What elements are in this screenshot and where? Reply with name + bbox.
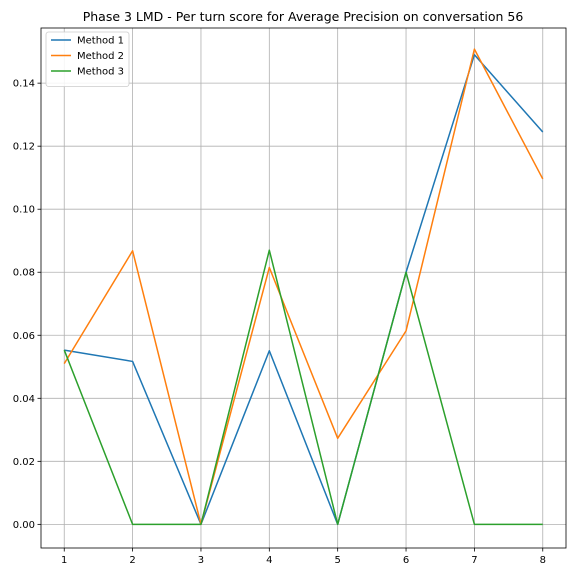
legend-label-1: Method 1 (77, 36, 124, 47)
series-line-3 (63, 249, 543, 526)
x-tick-label: 4 (266, 555, 272, 566)
plot-frame (40, 27, 567, 549)
x-tick-label: 5 (334, 555, 340, 566)
x-tick-label: 6 (403, 555, 409, 566)
y-tick-label: 0.12 (13, 142, 35, 153)
y-tick-label: 0.04 (13, 394, 35, 405)
y-tick-label: 0.02 (13, 457, 35, 468)
x-tick-label: 3 (198, 555, 204, 566)
x-tick-label: 1 (61, 555, 67, 566)
chart-title: Phase 3 LMD - Per turn score for Average… (83, 9, 524, 24)
series-lines (63, 48, 544, 526)
x-tick-label: 2 (129, 555, 135, 566)
y-tick-label: 0.08 (13, 268, 35, 279)
legend: Method 1 Method 2 Method 3 (45, 31, 130, 87)
legend-box (45, 31, 130, 87)
y-tick-label: 0.06 (13, 331, 35, 342)
series-line-1 (64, 54, 544, 526)
y-tick-label: 0.00 (13, 520, 35, 531)
legend-label-3: Method 3 (77, 67, 124, 78)
y-tick-label: 0.14 (13, 79, 35, 90)
x-tick-label: 7 (471, 555, 477, 566)
series-line-2 (63, 48, 544, 526)
x-tick-label: 8 (540, 555, 546, 566)
grid-lines (41, 28, 566, 548)
y-tick-label: 0.10 (13, 205, 35, 216)
legend-label-2: Method 2 (77, 51, 124, 62)
axis-ticks: 1 2 3 4 5 6 7 8 0.00 0.02 0.04 0.06 0.08 0.10 0.12 0.14 (13, 79, 546, 566)
